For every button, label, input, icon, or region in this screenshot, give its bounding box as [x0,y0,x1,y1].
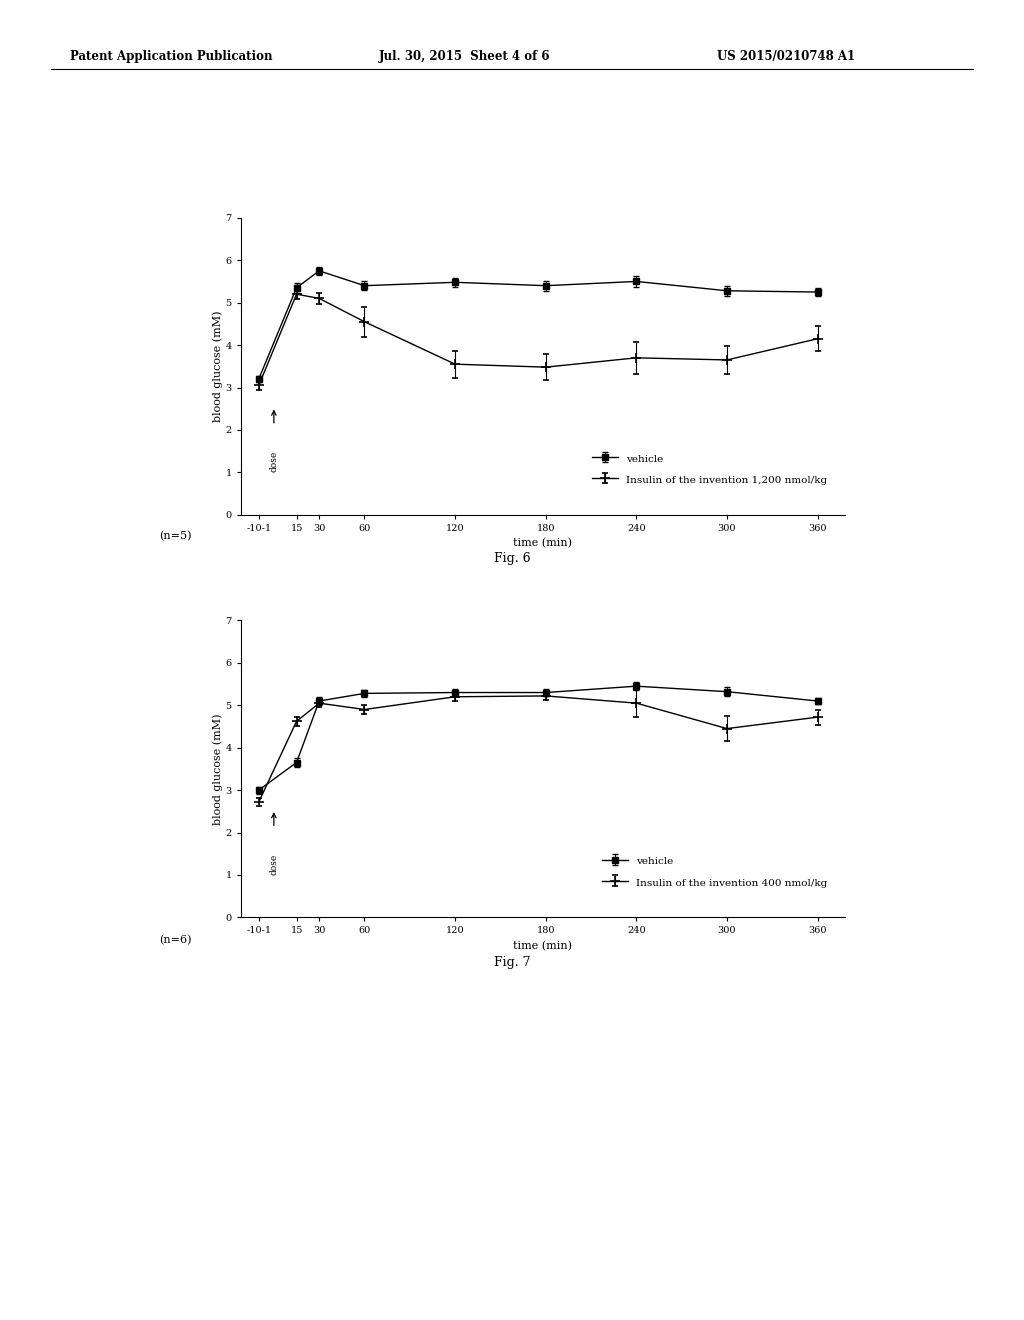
X-axis label: time (min): time (min) [513,941,572,952]
Y-axis label: blood glucose (mM): blood glucose (mM) [212,310,222,422]
Text: (n=5): (n=5) [159,531,191,541]
Y-axis label: blood glucose (mM): blood glucose (mM) [212,713,222,825]
Text: Patent Application Publication: Patent Application Publication [70,50,272,63]
Text: Jul. 30, 2015  Sheet 4 of 6: Jul. 30, 2015 Sheet 4 of 6 [379,50,550,63]
Text: Fig. 7: Fig. 7 [494,956,530,969]
Text: (n=6): (n=6) [159,935,191,945]
Legend: vehicle, Insulin of the invention 400 nmol/kg: vehicle, Insulin of the invention 400 nm… [602,854,827,888]
Text: Fig. 6: Fig. 6 [494,552,530,565]
Text: dose: dose [269,451,279,473]
Text: US 2015/0210748 A1: US 2015/0210748 A1 [717,50,855,63]
Text: dose: dose [269,854,279,875]
Legend: vehicle, Insulin of the invention 1,200 nmol/kg: vehicle, Insulin of the invention 1,200 … [592,451,827,486]
X-axis label: time (min): time (min) [513,539,572,549]
